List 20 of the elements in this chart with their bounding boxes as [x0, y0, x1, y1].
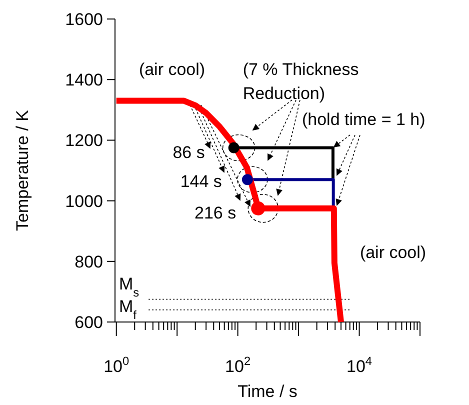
y-tick-label: 1600	[65, 10, 103, 29]
x-axis-title: Time / s	[238, 382, 298, 401]
annotation: (air cool)	[360, 243, 426, 262]
y-tick-label: 1000	[65, 192, 103, 211]
y-tick-label: 1200	[65, 131, 103, 150]
x-tick-label: 10$^{2}$	[225, 354, 251, 376]
y-axis-title: Temperature / K	[13, 109, 32, 231]
x-tick-label: 10$^{0}$	[104, 354, 130, 376]
ref-line-label: M$_{f}$	[119, 296, 138, 322]
annotation: (hold time = 1 h)	[302, 110, 426, 129]
annotation: (7 % Thickness Reduction)	[242, 60, 359, 103]
y-tick-label: 1400	[65, 70, 103, 90]
annotation: 216 s	[194, 203, 236, 222]
x-tick-label: 10$^{4}$	[346, 354, 372, 376]
annotation: 144 s	[180, 172, 222, 192]
annotation: (air cool)	[138, 60, 206, 79]
y-tick-label: 600	[74, 313, 103, 332]
annotation: 86 s	[172, 142, 205, 162]
y-tick-label: 800	[74, 252, 103, 272]
ref-line-label: M$_{s}$	[119, 274, 140, 300]
